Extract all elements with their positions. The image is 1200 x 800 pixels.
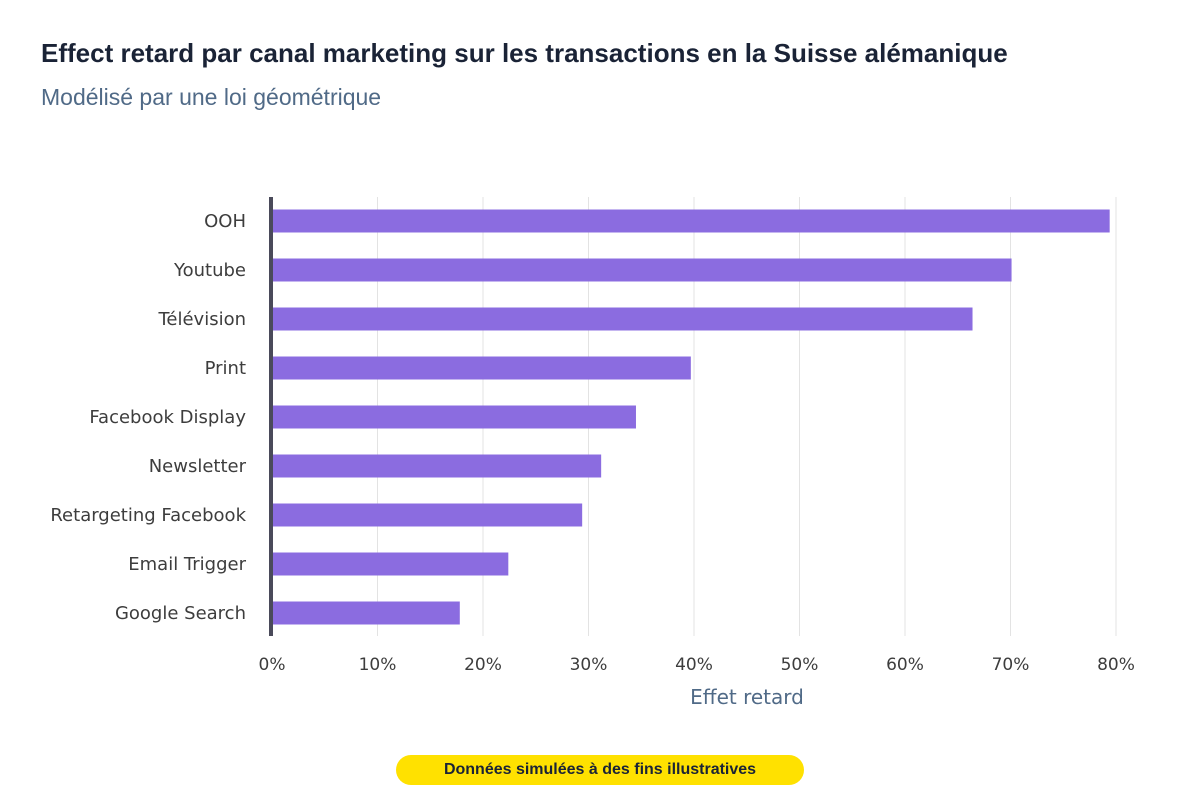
x-tick-label: 40% <box>675 655 713 675</box>
bar <box>272 552 509 576</box>
category-label: Newsletter <box>149 456 247 477</box>
chart-subtitle: Modélisé par une loi géométrique <box>41 84 382 110</box>
bars <box>272 209 1110 625</box>
x-tick-label: 50% <box>781 655 819 675</box>
x-tick-label: 20% <box>464 655 502 675</box>
category-labels: OOH Youtube Télévision Print Facebook Displa… <box>50 211 246 624</box>
bar <box>272 258 1012 282</box>
x-tick-label: 0% <box>259 655 286 675</box>
x-tick-label: 10% <box>359 655 397 675</box>
simulated-data-badge: Données simulées à des fins illustrative… <box>396 755 804 785</box>
category-label: Print <box>205 358 246 379</box>
bar <box>272 405 636 429</box>
x-tick-label: 60% <box>886 655 924 675</box>
chart-title: Effect retard par canal marketing sur le… <box>41 38 1008 68</box>
bar <box>272 503 583 527</box>
bar <box>272 601 460 625</box>
category-label: Retargeting Facebook <box>50 505 246 526</box>
category-label: Facebook Display <box>89 407 246 428</box>
category-label: Google Search <box>115 603 246 624</box>
x-tick-label: 30% <box>570 655 608 675</box>
category-label: Youtube <box>173 260 246 281</box>
x-tick-label: 80% <box>1097 655 1135 675</box>
category-label: Télévision <box>157 309 246 330</box>
bar <box>272 307 973 331</box>
category-label: Email Trigger <box>128 554 246 575</box>
x-tick-labels: 0% 10% 20% 30% 40% 50% 60% 70% 80% <box>259 655 1135 675</box>
category-label: OOH <box>204 211 246 232</box>
bar <box>272 209 1110 233</box>
x-tick-label: 70% <box>992 655 1030 675</box>
x-axis-title: Effet retard <box>690 685 804 709</box>
bar <box>272 454 602 478</box>
bar <box>272 356 691 380</box>
